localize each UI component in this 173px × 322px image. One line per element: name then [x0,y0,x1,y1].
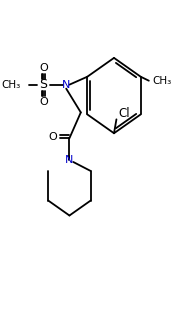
Text: CH₃: CH₃ [152,76,171,86]
Text: N: N [62,80,70,90]
Text: S: S [39,78,47,91]
Text: O: O [39,97,48,107]
Text: N: N [65,155,74,165]
Text: O: O [49,132,58,142]
Text: CH₃: CH₃ [2,80,21,90]
Text: Cl: Cl [119,107,130,120]
Text: O: O [39,63,48,73]
